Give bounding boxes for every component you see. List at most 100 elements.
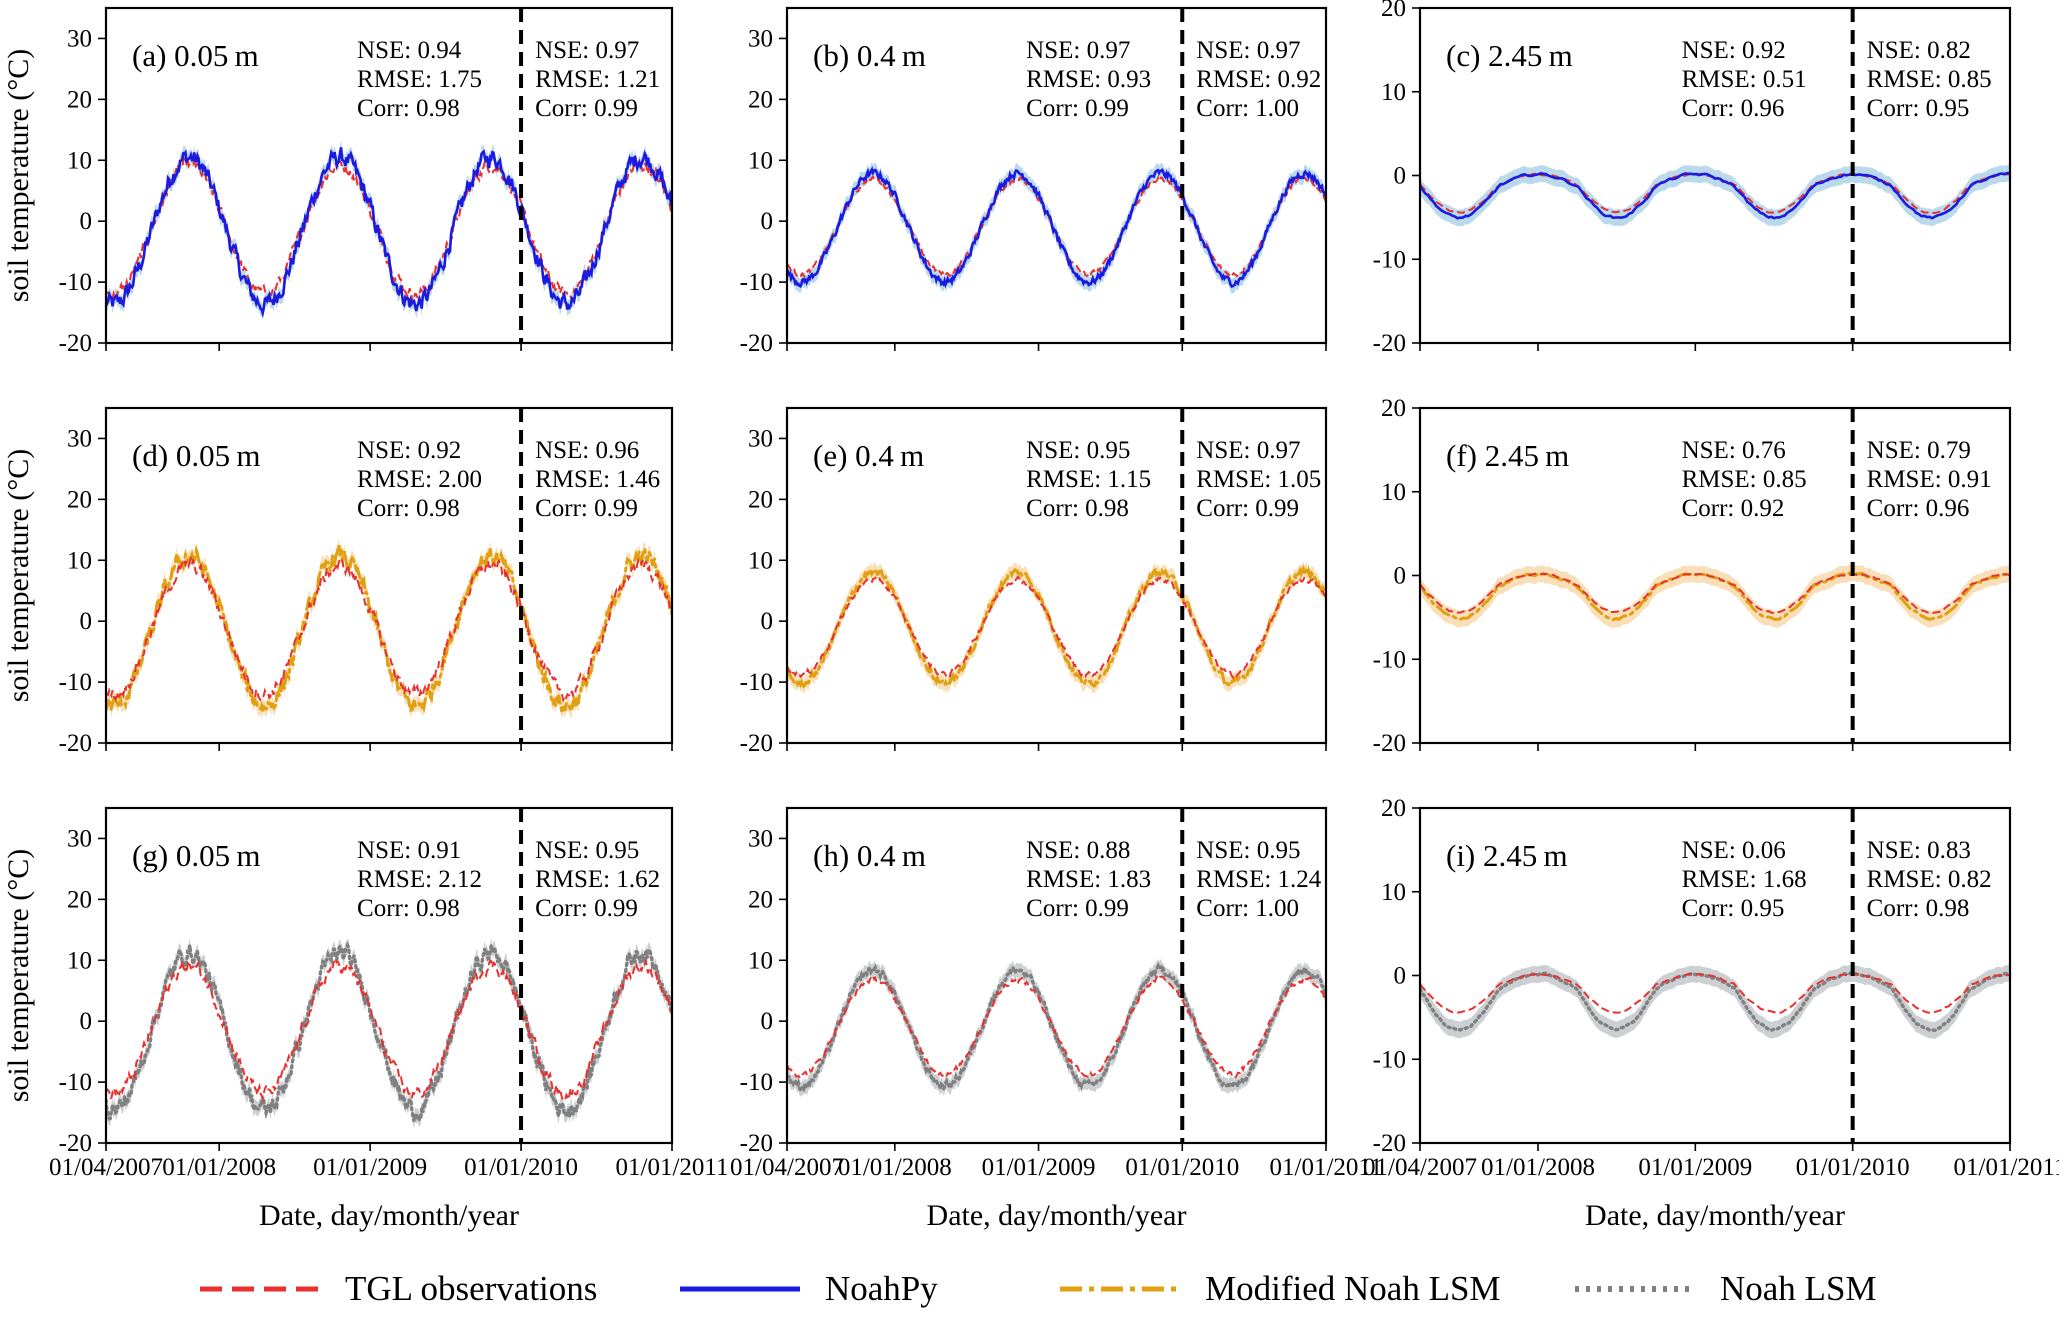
y-tick-label: 10 xyxy=(748,547,773,574)
stat-right: NSE: 0.79 xyxy=(1867,437,1971,464)
x-tick-label: 01/01/2008 xyxy=(162,1154,276,1181)
panel-frame xyxy=(785,6,1328,345)
plot-area xyxy=(106,140,672,321)
stat-right: NSE: 0.95 xyxy=(1196,837,1300,864)
stat-left: NSE: 0.92 xyxy=(1682,37,1786,64)
x-axis-title: Date, day/month/year xyxy=(927,1199,1187,1232)
y-tick-label: 20 xyxy=(1381,395,1406,422)
panel-label: (f) 2.45 m xyxy=(1446,438,1569,473)
stat-left: RMSE: 0.85 xyxy=(1682,466,1807,493)
panel-frame xyxy=(104,6,674,345)
y-tick-label: -10 xyxy=(740,1069,773,1096)
y-tick-label: 0 xyxy=(761,608,774,635)
stat-left: RMSE: 0.93 xyxy=(1026,66,1151,93)
stat-left: RMSE: 2.12 xyxy=(357,866,482,893)
y-tick-label: 0 xyxy=(80,608,93,635)
stat-left: RMSE: 1.75 xyxy=(357,66,482,93)
panel-frame xyxy=(104,406,674,745)
panel-i: -20 -10 0 10 20 01/04/2007 01/01/2008 01/01/200… xyxy=(1363,795,2059,1232)
model-line xyxy=(787,166,1326,289)
stat-right: RMSE: 0.92 xyxy=(1196,66,1321,93)
model-line xyxy=(106,940,672,1125)
panel-frame xyxy=(785,806,1328,1145)
stat-left: Corr: 0.99 xyxy=(1026,895,1129,922)
x-tick-label: 01/01/2010 xyxy=(1796,1154,1910,1181)
y-tick-label: 20 xyxy=(67,86,92,113)
uncertainty-band xyxy=(787,561,1326,694)
model-line xyxy=(787,563,1326,689)
panel-label: (g) 0.05 m xyxy=(132,838,260,873)
panel-frame xyxy=(104,806,674,1145)
stat-left: NSE: 0.91 xyxy=(357,837,461,864)
stat-left: NSE: 0.76 xyxy=(1682,437,1786,464)
stat-right: NSE: 0.83 xyxy=(1867,837,1971,864)
y-tick-label: -20 xyxy=(1373,330,1406,357)
y-tick-label: 30 xyxy=(748,825,773,852)
y-tick-label: 10 xyxy=(748,147,773,174)
x-tick-label: 01/01/2011 xyxy=(1270,1154,1383,1181)
stat-left: NSE: 0.06 xyxy=(1682,837,1786,864)
y-tick-label: -20 xyxy=(59,730,92,757)
x-tick-label: 01/01/2010 xyxy=(1125,1154,1239,1181)
x-axis-title: Date, day/month/year xyxy=(1585,1199,1845,1232)
stat-right: RMSE: 1.05 xyxy=(1196,466,1321,493)
plot-area xyxy=(1420,964,2010,1039)
stat-left: RMSE: 1.83 xyxy=(1026,866,1151,893)
y-tick-label: 0 xyxy=(80,208,93,235)
stat-right: Corr: 1.00 xyxy=(1196,895,1299,922)
stat-left: Corr: 0.98 xyxy=(357,95,460,122)
x-tick-label: 01/01/2009 xyxy=(982,1154,1096,1181)
y-tick-label: 0 xyxy=(1394,163,1407,190)
x-tick-label: 01/04/2007 xyxy=(730,1154,844,1181)
stat-left: Corr: 0.98 xyxy=(1026,495,1129,522)
x-tick-label: 01/01/2011 xyxy=(1954,1154,2059,1181)
y-axis-title: soil temperature (°C) xyxy=(2,449,35,703)
stat-right: RMSE: 1.24 xyxy=(1196,866,1322,893)
stat-left: Corr: 0.98 xyxy=(357,895,460,922)
panel-frame xyxy=(1418,6,2012,345)
y-tick-label: 0 xyxy=(1394,563,1407,590)
legend: TGL observations NoahPy Modified Noah LSM N… xyxy=(200,1269,1877,1308)
observation-line xyxy=(106,555,672,704)
y-tick-label: 20 xyxy=(67,486,92,513)
model-line xyxy=(1420,171,2010,220)
y-tick-label: 10 xyxy=(1381,79,1406,106)
y-tick-label: 20 xyxy=(748,886,773,913)
observation-line xyxy=(1420,572,2010,615)
stat-left: NSE: 0.88 xyxy=(1026,837,1130,864)
plot-area xyxy=(1420,164,2010,227)
y-tick-label: 30 xyxy=(67,825,92,852)
y-tick-label: 30 xyxy=(67,25,92,52)
plot-area xyxy=(106,937,672,1129)
x-tick-label: 01/01/2010 xyxy=(464,1154,578,1181)
stat-left: RMSE: 0.51 xyxy=(1682,66,1807,93)
y-tick-label: 20 xyxy=(67,886,92,913)
stat-left: Corr: 0.95 xyxy=(1682,895,1785,922)
stat-left: NSE: 0.92 xyxy=(357,437,461,464)
stat-right: Corr: 1.00 xyxy=(1196,95,1299,122)
y-tick-label: -20 xyxy=(740,730,773,757)
y-axis-title: soil temperature (°C) xyxy=(2,849,35,1103)
y-tick-label: 20 xyxy=(748,486,773,513)
stat-left: NSE: 0.95 xyxy=(1026,437,1130,464)
plot-area xyxy=(106,538,672,720)
plot-area xyxy=(787,162,1326,294)
uncertainty-band xyxy=(787,958,1326,1097)
y-tick-label: 0 xyxy=(1394,963,1407,990)
y-tick-label: 10 xyxy=(67,147,92,174)
x-tick-label: 01/01/2008 xyxy=(838,1154,952,1181)
stat-right: NSE: 0.97 xyxy=(1196,437,1300,464)
plot-area xyxy=(1420,564,2010,629)
panel-label: (b) 0.4 m xyxy=(813,38,926,73)
stat-left: RMSE: 1.68 xyxy=(1682,866,1807,893)
x-tick-label: 01/04/2007 xyxy=(49,1154,163,1181)
stat-right: RMSE: 1.62 xyxy=(535,866,660,893)
panel-label: (d) 0.05 m xyxy=(132,438,260,473)
x-tick-label: 01/01/2008 xyxy=(1481,1154,1595,1181)
stat-right: NSE: 0.97 xyxy=(535,37,639,64)
stat-right: Corr: 0.99 xyxy=(535,95,638,122)
